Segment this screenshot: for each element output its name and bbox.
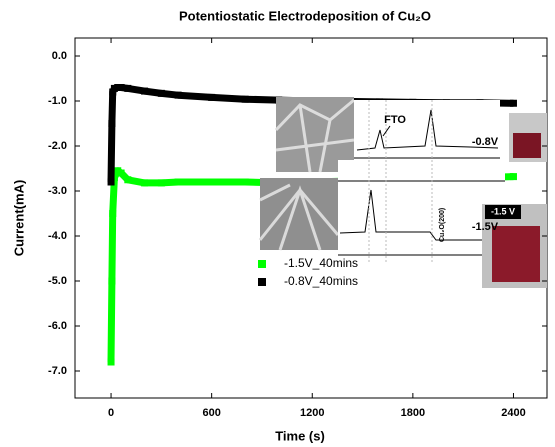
data-point [174,91,182,99]
insets: -1.5 V FTO -0.8V -1.5V Cu₂O(200) [258,97,547,288]
annotation: Cu₂O(200) [439,208,446,242]
annotation: FTO [384,114,406,126]
x-tick-label: 0 [108,407,114,419]
x-tick-label: 1200 [300,407,324,419]
y-tick-label: -2.0 [48,140,67,152]
sem-facets [274,98,355,173]
xrd-trace [356,109,499,151]
xrd-axis [338,180,505,256]
legend-swatch [258,260,266,268]
data-point [109,210,117,217]
data-point [509,173,517,181]
data-point [141,87,149,95]
legend-label: -1.5V_40mins [284,256,358,270]
y-tick-label: -7.0 [48,365,67,377]
reference-line [368,100,433,262]
annotation: -1.5V [472,221,499,233]
photo-tag [485,205,521,219]
y-tick-label: -4.0 [48,230,67,242]
x-tick-label: 1800 [401,407,425,419]
data-point [108,277,116,285]
y-tick-label: -3.0 [48,185,67,197]
xrd-panel [338,160,505,262]
y-tick-label: 0.0 [52,50,67,62]
data-point [108,120,116,127]
sem-facets [258,183,340,251]
data-point [241,95,249,103]
xrd-trace [339,189,500,241]
data-point [107,178,115,186]
data-point [208,93,216,101]
data-point [117,84,125,91]
data-point [509,99,517,107]
data-point [141,179,149,187]
data-point [109,88,117,96]
photo-sample [513,133,541,158]
annotation: -0.8V [472,136,499,148]
y-axis-label: Current(mA) [11,180,26,257]
data-point [107,358,115,366]
data-point [208,178,216,186]
x-axis-label: Time (s) [275,428,325,443]
legend-swatch [258,278,266,286]
data-point [174,178,182,186]
y-tick-label: -6.0 [48,320,67,332]
legend-label: -0.8V_40mins [284,274,358,288]
data-point [124,84,132,92]
y-tick-label: -5.0 [48,275,67,287]
data-point [157,179,165,187]
annotation-arrow [382,125,391,137]
data-point [157,89,165,97]
y-tick-label: -1.0 [48,95,67,107]
xrd-panel [354,100,500,157]
data-point [117,169,125,177]
photo-label: -1.5 V [491,206,515,216]
data-point [241,178,249,186]
x-tick-label: 2400 [501,407,525,419]
photo-sample [492,226,540,282]
x-tick-label: 600 [202,407,220,419]
data-point [124,176,132,184]
chart-title: Potentiostatic Electrodeposition of Cu₂O [179,8,431,23]
